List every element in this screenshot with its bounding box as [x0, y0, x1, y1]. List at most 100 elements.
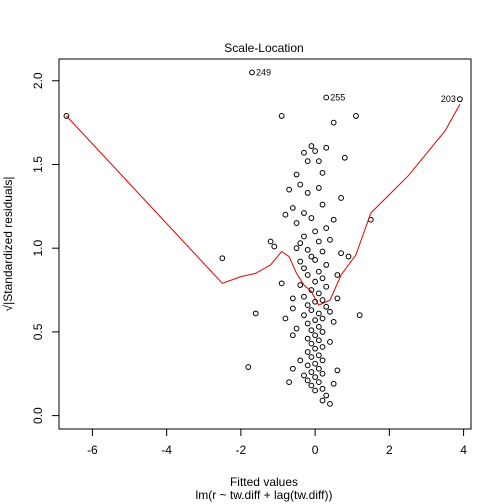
data-point: [356, 312, 363, 319]
data-point: [323, 144, 330, 151]
data-point: [323, 225, 330, 231]
x-tick-label: -4: [161, 443, 172, 457]
data-point: [301, 372, 307, 379]
data-point: [289, 332, 296, 339]
data-point: [249, 69, 255, 76]
data-point: [334, 367, 341, 374]
data-point: [301, 233, 307, 240]
data-point: [304, 349, 311, 355]
data-point: [319, 385, 326, 392]
data-point: [319, 297, 326, 303]
data-point: [315, 238, 322, 245]
data-point: [319, 344, 326, 350]
data-point: [301, 312, 307, 319]
data-point: [308, 354, 315, 360]
data-point: [304, 190, 311, 196]
data-point: [315, 337, 322, 344]
data-point: [323, 283, 330, 290]
data-point: [308, 215, 315, 221]
x-tick-label: 4: [460, 443, 467, 457]
data-point: [323, 392, 330, 399]
data-point: [330, 216, 337, 223]
data-point: [330, 318, 337, 325]
data-point: [304, 246, 311, 253]
y-axis-label: √|Standardized residuals|: [1, 177, 15, 312]
data-point: [315, 185, 322, 191]
point-label: 203: [441, 94, 456, 104]
data-point: [312, 360, 319, 367]
y-tick-label: 0.0: [31, 407, 45, 424]
data-point: [353, 113, 359, 119]
data-point: [267, 238, 274, 245]
data-point: [289, 295, 296, 302]
data-point: [330, 380, 337, 387]
data-point: [338, 195, 344, 201]
point-label: 249: [256, 67, 271, 77]
data-point: [252, 310, 259, 317]
data-point: [327, 308, 333, 315]
data-point: [315, 323, 322, 330]
data-point: [319, 397, 326, 404]
x-tick-label: -2: [236, 443, 247, 457]
data-point: [282, 211, 289, 218]
data-point: [312, 374, 319, 380]
data-point: [289, 305, 296, 312]
data-point: [312, 387, 319, 394]
model-formula-label: lm(r ~ tw.diff + lag(tw.diff)): [196, 488, 333, 502]
data-point: [289, 205, 296, 211]
x-tick-label: 0: [312, 443, 319, 457]
x-tick-label: -6: [87, 443, 98, 457]
data-point: [286, 379, 293, 386]
y-tick-label: 2.0: [31, 72, 45, 89]
data-point: [304, 320, 311, 327]
data-point: [304, 272, 311, 278]
data-point: [323, 262, 330, 268]
data-point: [315, 268, 322, 275]
data-point: [312, 317, 319, 324]
data-point: [304, 158, 311, 165]
plot-frame: [58, 58, 472, 430]
smooth-line: [66, 103, 461, 306]
data-point: [319, 169, 326, 176]
data-point: [297, 240, 304, 247]
data-point: [330, 119, 337, 126]
data-point: [297, 282, 304, 288]
data-point: [312, 278, 319, 285]
data-point: [297, 357, 304, 364]
data-point: [308, 253, 315, 260]
data-point: [312, 257, 319, 263]
data-point: [286, 186, 293, 193]
data-point: [319, 275, 326, 282]
chart-title: Scale-Location: [224, 41, 303, 55]
data-point: [297, 181, 304, 188]
data-point: [304, 377, 311, 384]
data-point: [319, 357, 326, 364]
data-point: [345, 253, 352, 260]
data-point: [315, 365, 322, 372]
data-point: [304, 362, 311, 369]
data-point: [308, 307, 315, 314]
data-point: [323, 303, 330, 310]
data-point: [341, 154, 348, 161]
data-point: [315, 310, 322, 317]
data-point: [315, 352, 322, 359]
y-tick-label: 0.5: [31, 323, 45, 340]
x-axis-label: Fitted values: [230, 475, 298, 489]
data-point: [334, 295, 341, 302]
data-point: [301, 293, 307, 300]
data-point: [278, 113, 285, 119]
data-point: [327, 339, 333, 345]
data-point: [289, 365, 296, 372]
data-point: [327, 236, 333, 243]
point-labels: 249 255 203: [256, 67, 456, 104]
data-point: [315, 290, 322, 297]
data-point: [312, 228, 319, 235]
y-axis: 0.0 0.5 1.0 1.5 2.0: [31, 72, 60, 424]
data-point: [319, 315, 326, 322]
point-label: 255: [330, 93, 345, 103]
data-point: [301, 149, 307, 156]
y-tick-label: 1.5: [31, 156, 45, 173]
data-point: [312, 148, 319, 154]
data-point: [456, 96, 463, 103]
